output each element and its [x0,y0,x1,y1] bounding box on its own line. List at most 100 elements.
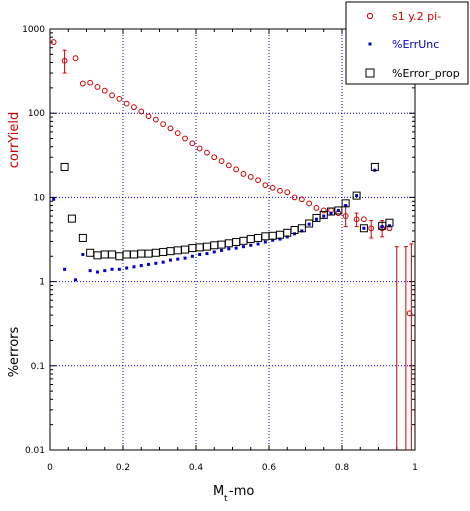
errorprop-point [334,206,343,215]
s1-error-bar [380,220,385,238]
s1-point [204,149,210,156]
s1-point [167,125,174,132]
y-tick-label: 100 [28,109,45,119]
s1-point [291,194,298,201]
errunc-point [220,248,224,252]
x-tick-label: 1 [412,463,418,473]
errunc-point [256,242,260,246]
y-tick-label: 1 [39,278,45,288]
s1-point [152,116,159,123]
legend-marker-errorprop [365,68,375,78]
errunc-point [278,237,282,241]
s1-error-bar [354,212,359,228]
s1-point [320,207,327,214]
s1-point [87,79,94,86]
y-axis-title-top: corrYield [7,112,22,169]
errunc-point [336,208,340,212]
s1-point [145,113,152,120]
s1-point [277,187,283,194]
errunc-point [263,240,267,244]
errorprop-point [370,162,379,171]
errorprop-point [359,224,368,233]
errunc-point [198,252,202,256]
plot-frame [49,28,416,451]
s1-point [101,87,108,94]
errunc-point [212,250,216,254]
legend-label-errunc: %ErrUnc [392,38,439,51]
s1-point [196,145,203,152]
s1-point [353,216,360,223]
errunc-point [147,262,151,266]
s1-point [211,154,218,161]
errunc-point [81,252,85,256]
errunc-point [322,214,326,218]
s1-point [182,135,188,142]
errorprop-point [67,214,76,223]
errunc-point [362,226,366,230]
s1-point [269,184,276,191]
s1-point [94,84,101,90]
errunc-point [300,229,304,233]
errunc-point [117,267,121,271]
s1-point [138,108,145,115]
errorprop-point [297,224,306,233]
s1-point [298,196,305,203]
s1-point [50,39,57,45]
errunc-point [314,217,318,221]
s1-point [160,121,167,128]
errunc-point [154,261,158,265]
errunc-point [285,235,289,239]
errunc-point [52,197,56,201]
s1-error-bar [394,246,399,450]
x-tick-label: 0.2 [116,463,130,473]
x-tick-label: 0.6 [262,463,277,473]
errunc-point [74,278,78,282]
s1-error-bar [62,49,67,74]
y-tick-label: 1000 [22,25,45,35]
x-axis-title-sub: t [224,494,228,504]
s1-point [368,225,375,232]
errunc-point [125,266,129,270]
s1-point [225,162,232,169]
s1-point [262,182,269,188]
y-tick-label: 0.01 [25,446,45,456]
s1-point [116,95,123,102]
errorprop-point [78,233,87,242]
s1-point [79,80,86,87]
errunc-point [234,246,238,250]
legend-marker-errunc [368,42,372,46]
errunc-point [249,243,253,247]
s1-point [406,310,413,317]
s1-error-bar [369,220,374,239]
errorprop-point [305,219,314,228]
errunc-point [205,252,209,256]
legend-item-errorprop: %Error_prop [365,67,460,80]
s1-point [72,55,79,62]
s1-point [342,213,349,219]
legend: s1 y.2 pi- %ErrUnc %Error_prop [345,1,469,85]
s1-point [174,130,181,137]
errunc-point [307,222,311,226]
errunc-point [168,258,172,262]
s1-error-bar [409,243,414,450]
errunc-point [190,254,194,258]
errorprop-point [341,199,350,208]
errunc-point [241,245,245,249]
s1-point [361,216,367,223]
x-axis-title-main: M [213,484,224,499]
errunc-point [95,270,99,274]
x-tick-label: 0 [47,463,53,473]
s1-point [247,174,254,180]
errunc-point [355,194,359,198]
legend-marker-s1 [366,12,374,20]
s1-point [306,200,313,207]
s1-error-bar [403,246,408,450]
errunc-point [176,257,180,261]
errunc-point [110,267,114,271]
errunc-point [63,267,67,271]
errunc-point [271,238,275,242]
errunc-point [344,204,348,208]
s1-point [61,57,68,64]
s1-point [284,189,291,196]
